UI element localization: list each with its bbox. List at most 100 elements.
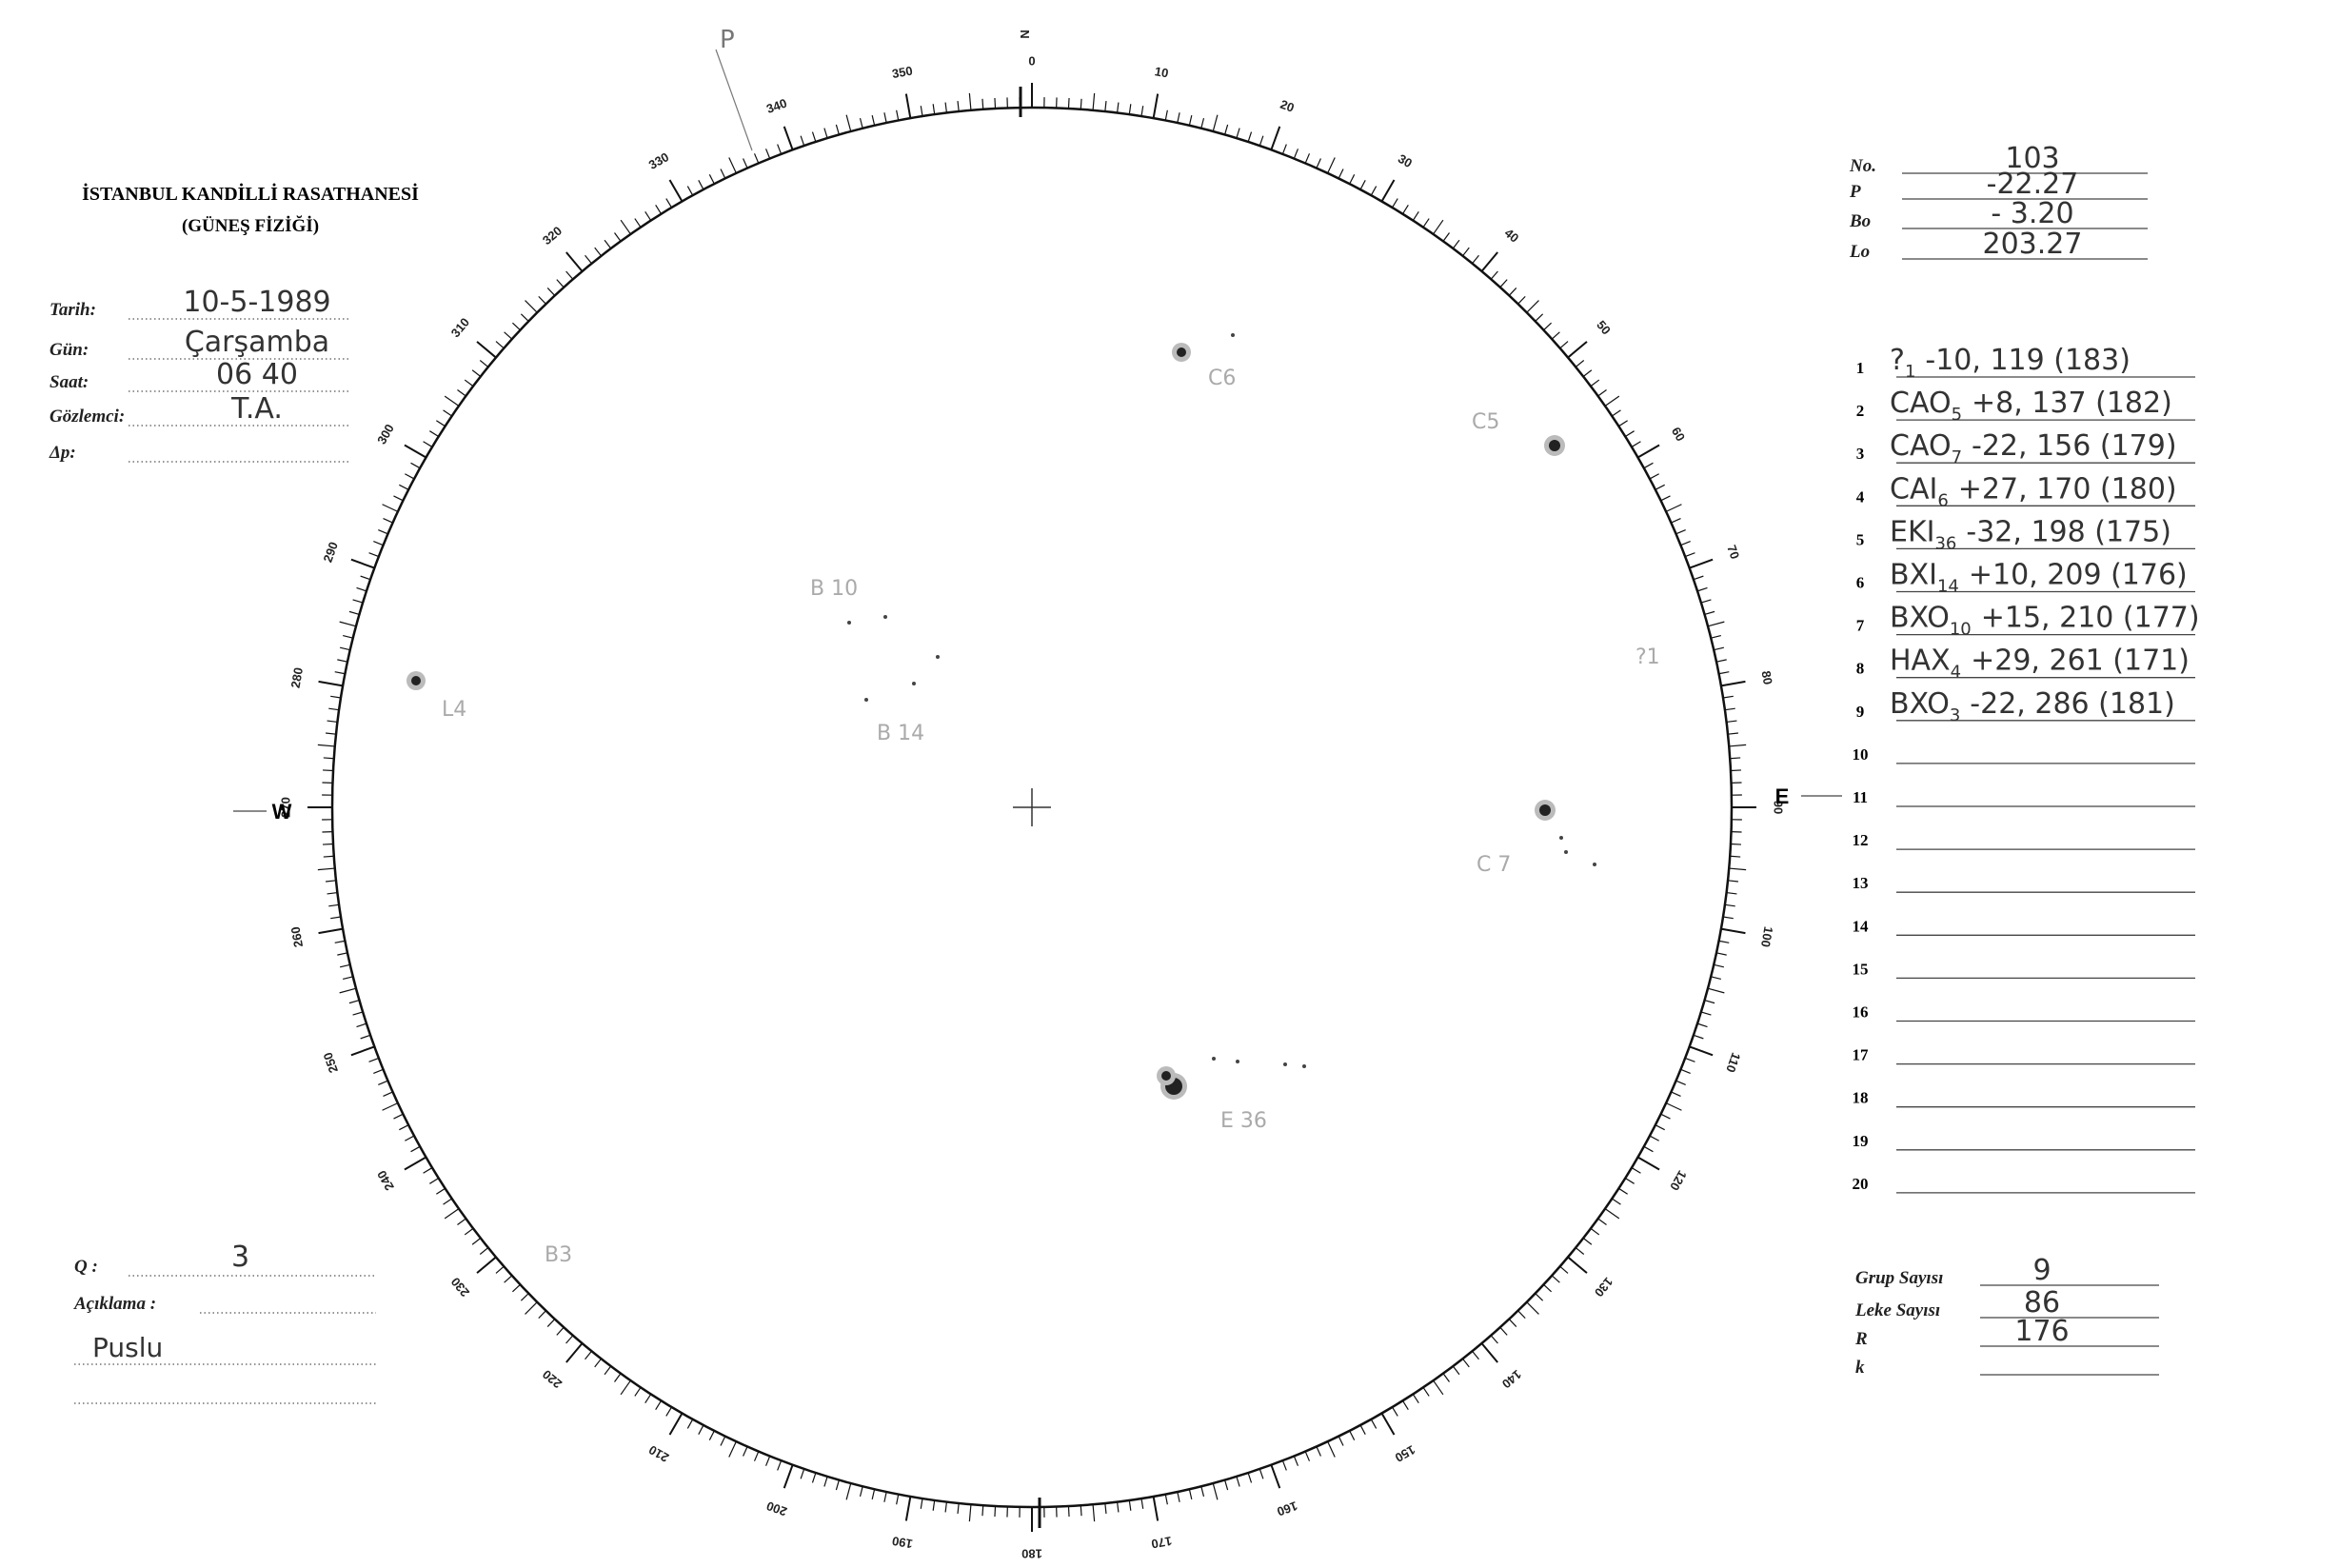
dial-tick [334, 940, 346, 943]
dial-tick [393, 495, 404, 502]
dial-tick [1726, 891, 1737, 895]
dial-tick [1128, 1499, 1132, 1511]
dial-tick [1338, 1436, 1344, 1446]
dial-tick [383, 518, 393, 524]
group-class: BXI [1890, 559, 1937, 592]
dial-tick [1660, 1113, 1671, 1120]
sunspot-umbra [411, 676, 421, 685]
dial-tick [520, 1293, 529, 1301]
param-value: 103 [2005, 142, 2059, 175]
dial-tick [1724, 903, 1735, 907]
dial-tick [443, 409, 452, 417]
group-position: -32, 198 (175) [1966, 515, 2171, 548]
dial-tick [1380, 179, 1396, 202]
dial-tick [1637, 1156, 1660, 1171]
dial-tick [1680, 540, 1691, 546]
dial-tick [328, 903, 340, 907]
group-entry: CAO5 +8, 137 (182) [1890, 387, 2172, 425]
dial-tick [668, 1413, 684, 1436]
dial-tick [327, 720, 338, 724]
dial-tick [728, 1440, 737, 1458]
dial-tick [1722, 916, 1734, 920]
dial-tick [1104, 1502, 1107, 1514]
dial-tick [405, 473, 415, 480]
dial-tick [800, 1468, 805, 1479]
dial-tick [1729, 867, 1747, 871]
dial-tick [1304, 153, 1311, 164]
dial-tick [1624, 430, 1635, 438]
dial-tick [350, 558, 375, 569]
group-number: 3 [1856, 445, 1865, 463]
dial-tick [1380, 1413, 1396, 1436]
dial-tick [373, 1068, 384, 1075]
group-class: CAO [1890, 387, 1952, 420]
dial-label: 320 [540, 224, 565, 248]
summary-label: Leke Sayısı [1854, 1300, 1940, 1320]
dial-tick [318, 927, 344, 935]
dial-tick [764, 1456, 771, 1466]
dial-tick [1499, 1326, 1508, 1336]
dial-tick [378, 1080, 388, 1086]
dial-tick [1715, 659, 1727, 663]
group-number: 6 [1856, 574, 1865, 592]
dial-tick [382, 504, 399, 512]
dial-tick [1247, 1472, 1253, 1483]
dial-tick [1401, 205, 1409, 215]
dial-tick [871, 1489, 876, 1500]
dial-tick [994, 97, 997, 109]
dial-tick [835, 1479, 840, 1491]
group-class: EKI [1890, 515, 1934, 548]
dial-tick [404, 444, 426, 459]
group-sub: 14 [1937, 577, 1959, 597]
field-value: Çarşamba [185, 326, 329, 359]
pore [883, 615, 887, 619]
group-entry: CAI6 +27, 170 (180) [1890, 472, 2177, 510]
pore [1302, 1064, 1306, 1068]
dial-tick [644, 1394, 652, 1403]
dial-tick [317, 867, 335, 871]
dial-tick [546, 1319, 556, 1327]
group-position: +29, 261 (171) [1971, 645, 2190, 678]
dial-tick [883, 112, 887, 124]
dial-tick [823, 1476, 828, 1487]
dial-tick [1304, 1451, 1311, 1461]
dial-tick [1727, 880, 1738, 883]
field-value: T.A. [230, 392, 283, 426]
dial-tick [464, 1227, 474, 1236]
quality-label: Q : [74, 1257, 98, 1277]
dial-tick [339, 646, 350, 651]
dial-label: 350 [891, 64, 914, 82]
dial-tick [1472, 1350, 1479, 1360]
dial-tick [1696, 586, 1708, 592]
dial-tick [1684, 1057, 1695, 1062]
dial-tick [665, 198, 672, 208]
group-sub: 5 [1952, 405, 1962, 425]
group-position: -22, 286 (181) [1970, 687, 2175, 721]
dial-tick [1327, 1440, 1336, 1458]
dial-tick [1392, 1406, 1398, 1417]
dial-tick [1707, 621, 1725, 627]
dial-tick [1655, 484, 1665, 490]
group-number: 1 [1856, 359, 1865, 377]
dial-tick [1259, 1468, 1264, 1479]
dial-tick [457, 1218, 466, 1225]
dial-tick [1188, 114, 1193, 126]
dial-tick [811, 131, 817, 143]
dial-tick [845, 114, 852, 132]
group-sub: 36 [1934, 533, 1956, 553]
dial-tick [1680, 1068, 1691, 1075]
dial-tick [1200, 118, 1205, 129]
dial-tick [327, 891, 338, 895]
group-position: +15, 210 (177) [1981, 602, 2200, 635]
dial-tick [1338, 169, 1344, 179]
dial-tick [1316, 158, 1321, 169]
group-entry: CAO7 -22, 156 (179) [1890, 429, 2177, 467]
dial-tick [479, 1247, 489, 1255]
dial-tick [944, 1501, 948, 1513]
dial-tick [823, 128, 828, 139]
group-class: BXO [1890, 687, 1950, 721]
dial-tick [1689, 558, 1714, 569]
dial-tick [423, 441, 433, 447]
dial-tick [614, 1373, 622, 1382]
